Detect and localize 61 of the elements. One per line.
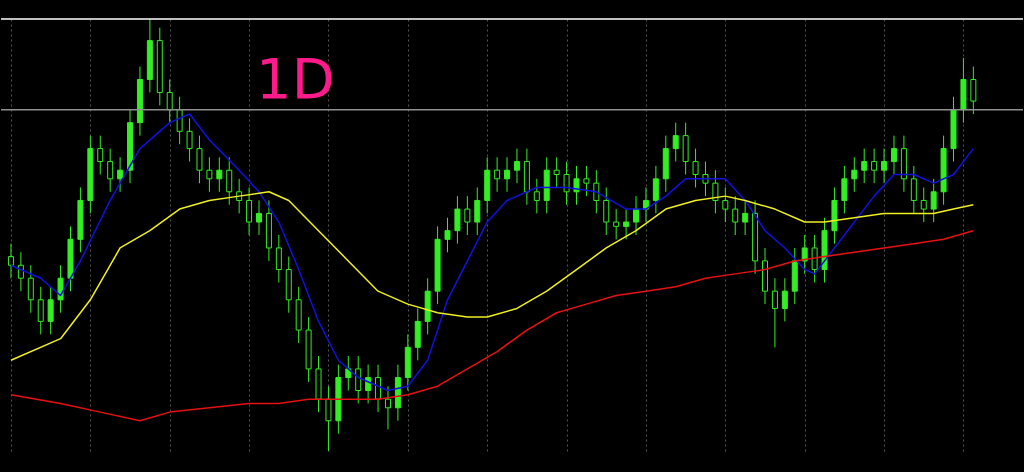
candlestick xyxy=(37,286,44,335)
candlestick xyxy=(176,96,183,145)
candlestick xyxy=(722,186,729,223)
candlestick xyxy=(603,186,610,236)
candlestick xyxy=(256,199,262,236)
candlestick xyxy=(166,78,173,124)
candlestick xyxy=(841,165,848,214)
candlestick xyxy=(107,148,114,193)
candlestick xyxy=(504,156,511,193)
candlestick xyxy=(573,165,580,206)
candlestick xyxy=(742,199,749,236)
candlestick xyxy=(811,234,818,284)
candlestick xyxy=(861,148,868,184)
candlestick xyxy=(771,277,778,348)
candlestick xyxy=(801,234,808,275)
candlestick xyxy=(47,286,54,335)
candlestick xyxy=(206,156,213,193)
candlestick xyxy=(355,355,362,404)
candlestick xyxy=(533,178,540,214)
candlestick xyxy=(613,208,620,240)
candlestick xyxy=(117,156,124,193)
candlestick xyxy=(781,277,788,322)
candlestick xyxy=(910,165,917,214)
candlestick xyxy=(196,135,203,184)
candlestick xyxy=(444,217,451,253)
candlestick xyxy=(890,135,897,176)
candlestick xyxy=(345,355,352,392)
annotation: 1D xyxy=(256,46,335,111)
candlestick xyxy=(672,122,679,163)
candlestick xyxy=(920,186,927,223)
candlestick xyxy=(97,135,104,176)
candlestick xyxy=(216,156,223,193)
candlestick xyxy=(27,264,34,314)
candlestick xyxy=(970,66,977,115)
candlestick xyxy=(652,165,659,214)
candlestick xyxy=(881,148,888,184)
candlestick xyxy=(474,186,481,236)
candlestick xyxy=(57,264,64,314)
candlestick xyxy=(712,169,719,214)
candlestick xyxy=(325,385,332,452)
candlestick xyxy=(464,195,471,236)
candlestick xyxy=(246,186,253,236)
candlestick xyxy=(384,385,391,430)
candlestick xyxy=(226,156,233,206)
candlestick xyxy=(851,156,858,193)
candlestick xyxy=(692,148,699,188)
candlestick xyxy=(633,195,640,236)
candlestick xyxy=(513,148,520,184)
candlestick xyxy=(593,169,600,214)
candlestick xyxy=(583,165,590,197)
candlestick xyxy=(553,156,560,188)
candlestick xyxy=(930,178,937,223)
candlestick xyxy=(7,243,14,279)
candlestick xyxy=(563,161,570,206)
candlestick xyxy=(732,195,739,236)
candlestick xyxy=(275,234,282,284)
candlestick xyxy=(186,117,193,163)
candlestick xyxy=(454,195,461,245)
candlestick xyxy=(494,156,501,193)
candlestick xyxy=(623,208,630,240)
candlestick xyxy=(871,148,878,184)
